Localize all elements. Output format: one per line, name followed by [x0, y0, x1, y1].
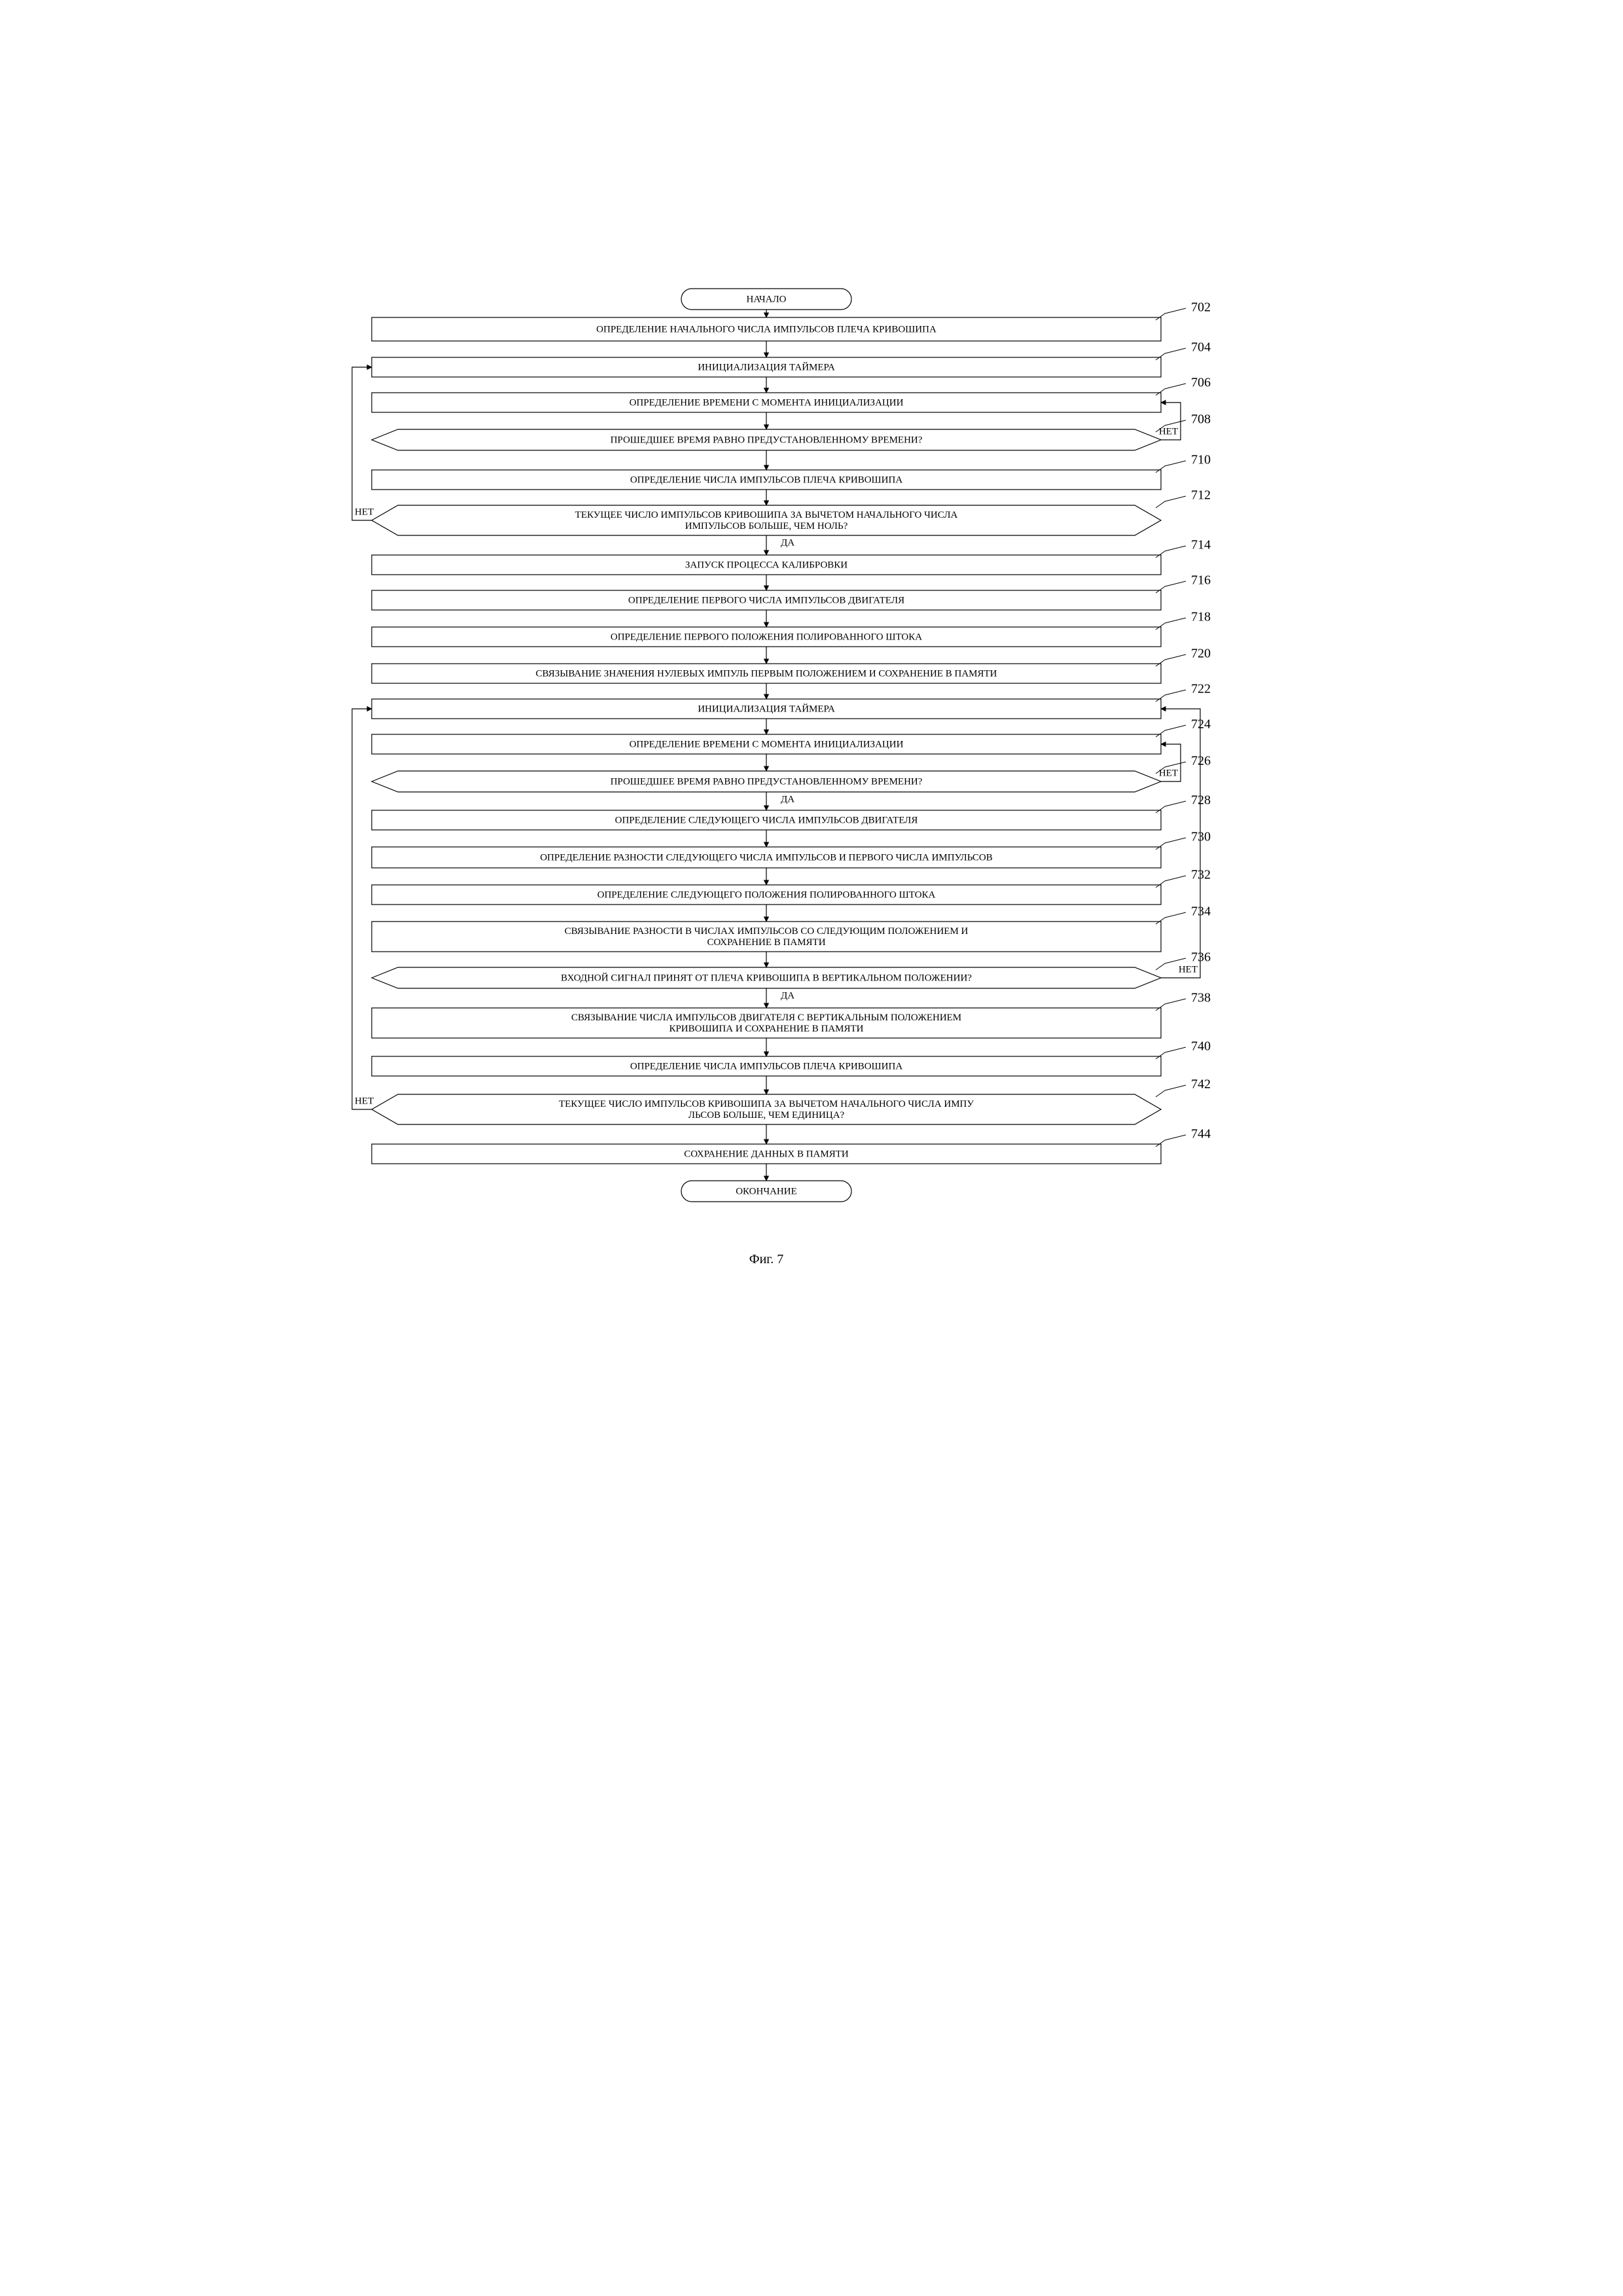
- svg-text:ОКОНЧАНИЕ: ОКОНЧАНИЕ: [736, 1186, 797, 1196]
- ref-number-718: 718: [1191, 610, 1211, 624]
- yes-label-736: ДА: [781, 990, 794, 1001]
- ref-number-728: 728: [1191, 793, 1211, 808]
- svg-text:ОПРЕДЕЛЕНИЕ СЛЕДУЮЩЕГО ЧИСЛА И: ОПРЕДЕЛЕНИЕ СЛЕДУЮЩЕГО ЧИСЛА ИМПУЛЬСОВ Д…: [615, 815, 918, 825]
- ref-leader-712: [1156, 496, 1186, 508]
- ref-number-742: 742: [1191, 1077, 1211, 1092]
- svg-text:ЛЬСОВ БОЛЬШЕ, ЧЕМ ЕДИНИЦА?: ЛЬСОВ БОЛЬШЕ, ЧЕМ ЕДИНИЦА?: [688, 1110, 845, 1121]
- svg-text:СВЯЗЫВАНИЕ ЧИСЛА ИМПУЛЬСОВ ДВИ: СВЯЗЫВАНИЕ ЧИСЛА ИМПУЛЬСОВ ДВИГАТЕЛЯ С В…: [571, 1013, 961, 1023]
- ref-number-740: 740: [1191, 1039, 1211, 1054]
- ref-number-722: 722: [1191, 682, 1211, 696]
- svg-text:ОПРЕДЕЛЕНИЕ ВРЕМЕНИ С МОМЕНТА: ОПРЕДЕЛЕНИЕ ВРЕМЕНИ С МОМЕНТА ИНИЦИАЛИЗА…: [630, 739, 904, 749]
- svg-text:НАЧАЛО: НАЧАЛО: [747, 294, 787, 304]
- no-label-712: НЕТ: [355, 507, 374, 517]
- svg-text:ЗАПУСК ПРОЦЕССА КАЛИБРОВКИ: ЗАПУСК ПРОЦЕССА КАЛИБРОВКИ: [685, 560, 847, 570]
- no-label-726: НЕТ: [1159, 768, 1178, 778]
- ref-number-730: 730: [1191, 830, 1211, 844]
- ref-number-714: 714: [1191, 538, 1211, 552]
- ref-number-732: 732: [1191, 868, 1211, 882]
- svg-text:ПРОШЕДШЕЕ ВРЕМЯ РАВНО ПРЕДУСТА: ПРОШЕДШЕЕ ВРЕМЯ РАВНО ПРЕДУСТАНОВЛЕННОМУ…: [611, 776, 923, 787]
- yes-label-712: ДА: [781, 537, 794, 548]
- svg-text:ОПРЕДЕЛЕНИЕ РАЗНОСТИ СЛЕДУЮЩЕГ: ОПРЕДЕЛЕНИЕ РАЗНОСТИ СЛЕДУЮЩЕГО ЧИСЛА ИМ…: [540, 852, 993, 863]
- yes-label-726: ДА: [781, 794, 794, 804]
- ref-number-720: 720: [1191, 647, 1211, 661]
- svg-text:СВЯЗЫВАНИЕ РАЗНОСТИ В ЧИСЛАХ И: СВЯЗЫВАНИЕ РАЗНОСТИ В ЧИСЛАХ ИМПУЛЬСОВ С…: [565, 926, 969, 937]
- svg-text:ОПРЕДЕЛЕНИЕ НАЧАЛЬНОГО ЧИСЛА И: ОПРЕДЕЛЕНИЕ НАЧАЛЬНОГО ЧИСЛА ИМПУЛЬСОВ П…: [596, 324, 936, 334]
- no-label-742: НЕТ: [355, 1096, 374, 1106]
- svg-text:СВЯЗЫВАНИЕ ЗНАЧЕНИЯ НУЛЕВЫХ ИМ: СВЯЗЫВАНИЕ ЗНАЧЕНИЯ НУЛЕВЫХ ИМПУЛЬ ПЕРВЫ…: [535, 668, 997, 679]
- ref-number-704: 704: [1191, 340, 1211, 355]
- svg-text:ПРОШЕДШЕЕ ВРЕМЯ РАВНО ПРЕДУСТА: ПРОШЕДШЕЕ ВРЕМЯ РАВНО ПРЕДУСТАНОВЛЕННОМУ…: [611, 435, 923, 445]
- ref-number-710: 710: [1191, 453, 1211, 467]
- no-label-736: НЕТ: [1179, 964, 1198, 975]
- ref-number-726: 726: [1191, 754, 1211, 768]
- ref-number-744: 744: [1191, 1127, 1211, 1141]
- flowchart-diagram: НАЧАЛО ОПРЕДЕЛЕНИЕ НАЧАЛЬНОГО ЧИСЛА ИМПУЛ…: [0, 0, 1623, 2296]
- svg-text:ОПРЕДЕЛЕНИЕ ПЕРВОГО ПОЛОЖЕНИЯ: ОПРЕДЕЛЕНИЕ ПЕРВОГО ПОЛОЖЕНИЯ ПОЛИРОВАНН…: [611, 632, 922, 642]
- ref-leader-742: [1156, 1085, 1186, 1097]
- svg-text:ТЕКУЩЕЕ ЧИСЛО ИМПУЛЬСОВ КРИВОШ: ТЕКУЩЕЕ ЧИСЛО ИМПУЛЬСОВ КРИВОШИПА ЗА ВЫЧ…: [559, 1099, 974, 1109]
- svg-text:ОПРЕДЕЛЕНИЕ ЧИСЛА ИМПУЛЬСОВ ПЛ: ОПРЕДЕЛЕНИЕ ЧИСЛА ИМПУЛЬСОВ ПЛЕЧА КРИВОШ…: [630, 1061, 902, 1071]
- svg-text:ИНИЦИАЛИЗАЦИЯ ТАЙМЕРА: ИНИЦИАЛИЗАЦИЯ ТАЙМЕРА: [698, 361, 835, 372]
- svg-text:СОХРАНЕНИЕ ДАННЫХ В ПАМЯТИ: СОХРАНЕНИЕ ДАННЫХ В ПАМЯТИ: [684, 1149, 849, 1159]
- ref-number-734: 734: [1191, 905, 1211, 919]
- svg-text:ВХОДНОЙ СИГНАЛ ПРИНЯТ ОТ ПЛЕЧА: ВХОДНОЙ СИГНАЛ ПРИНЯТ ОТ ПЛЕЧА КРИВОШИПА…: [561, 972, 972, 983]
- svg-text:ИМПУЛЬСОВ БОЛЬШЕ, ЧЕМ НОЛЬ?: ИМПУЛЬСОВ БОЛЬШЕ, ЧЕМ НОЛЬ?: [685, 521, 848, 531]
- svg-text:ОПРЕДЕЛЕНИЕ ВРЕМЕНИ С МОМЕНТА: ОПРЕДЕЛЕНИЕ ВРЕМЕНИ С МОМЕНТА ИНИЦИАЛИЗА…: [630, 397, 904, 408]
- ref-number-716: 716: [1191, 573, 1211, 588]
- no-label-708: НЕТ: [1159, 426, 1178, 437]
- svg-text:ОПРЕДЕЛЕНИЕ СЛЕДУЮЩЕГО ПОЛОЖЕН: ОПРЕДЕЛЕНИЕ СЛЕДУЮЩЕГО ПОЛОЖЕНИЯ ПОЛИРОВ…: [597, 889, 936, 900]
- ref-number-724: 724: [1191, 717, 1211, 732]
- svg-text:СОХРАНЕНИЕ В ПАМЯТИ: СОХРАНЕНИЕ В ПАМЯТИ: [707, 937, 825, 948]
- ref-number-736: 736: [1191, 950, 1211, 965]
- figure-caption: Фиг. 7: [749, 1252, 783, 1266]
- ref-number-702: 702: [1191, 300, 1211, 315]
- ref-number-738: 738: [1191, 991, 1211, 1005]
- svg-text:КРИВОШИПА И СОХРАНЕНИЕ В ПАМЯ: КРИВОШИПА И СОХРАНЕНИЕ В ПАМЯТИ: [669, 1024, 863, 1034]
- svg-text:ТЕКУЩЕЕ ЧИСЛО ИМПУЛЬСОВ КРИВОШ: ТЕКУЩЕЕ ЧИСЛО ИМПУЛЬСОВ КРИВОШИПА ЗА ВЫЧ…: [575, 510, 958, 520]
- ref-number-708: 708: [1191, 412, 1211, 427]
- ref-number-706: 706: [1191, 376, 1211, 390]
- svg-text:ОПРЕДЕЛЕНИЕ ЧИСЛА ИМПУЛЬСОВ ПЛ: ОПРЕДЕЛЕНИЕ ЧИСЛА ИМПУЛЬСОВ ПЛЕЧА КРИВОШ…: [630, 475, 902, 485]
- svg-text:ИНИЦИАЛИЗАЦИЯ ТАЙМЕРА: ИНИЦИАЛИЗАЦИЯ ТАЙМЕРА: [698, 703, 835, 714]
- svg-text:ОПРЕДЕЛЕНИЕ ПЕРВОГО ЧИСЛА ИМПУ: ОПРЕДЕЛЕНИЕ ПЕРВОГО ЧИСЛА ИМПУЛЬСОВ ДВИГ…: [628, 595, 904, 605]
- ref-number-712: 712: [1191, 488, 1211, 503]
